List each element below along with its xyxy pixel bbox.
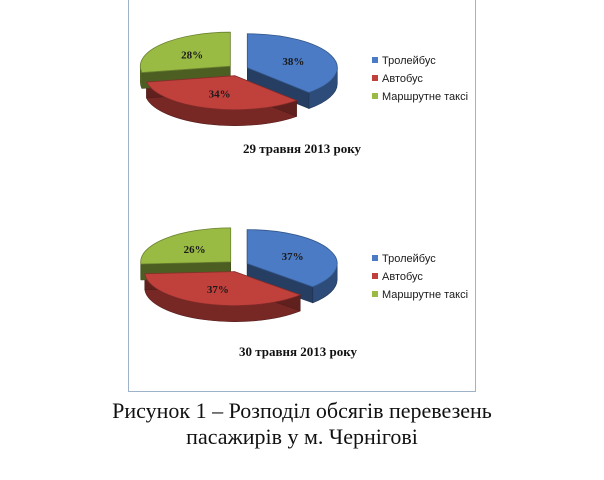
legend-swatch-маршрутне-таксі (372, 93, 378, 99)
legend-label-тролейбус: Тролейбус (382, 55, 436, 67)
charts-canvas: 38% 34% 28% Тролейбус Автобус Маршрутне таксі… (139, 31, 468, 359)
caption-line-1: Рисунок 1 – Розподіл обсягів перевезень (112, 398, 492, 423)
legend-2: Тролейбус Автобус Маршрутне таксі (372, 253, 468, 301)
legend-swatch-автобус (372, 273, 378, 279)
slice-label-тролейбус: 38% (282, 56, 304, 68)
slice-автобус (144, 271, 302, 307)
legend-swatch-тролейбус (372, 57, 378, 63)
slice-label-маршрутне-таксі: 28% (181, 49, 203, 61)
legend-label-тролейбус: Тролейбус (382, 253, 436, 265)
slice-label-маршрутне-таксі: 26% (184, 244, 206, 256)
legend-1: Тролейбус Автобус Маршрутне таксі (372, 55, 468, 103)
slice-label-тролейбус: 37% (282, 251, 304, 263)
slice-label-автобус: 34% (209, 88, 231, 100)
pie-chart-2: 37% 37% 26% Тролейбус Автобус Маршрутне таксі… (140, 227, 468, 359)
slice-тролейбус (246, 33, 338, 94)
chart-title-2: 30 травня 2013 року (239, 344, 358, 359)
legend-label-автобус: Автобус (382, 271, 423, 283)
legend-swatch-автобус (372, 75, 378, 81)
legend-swatch-тролейбус (372, 255, 378, 261)
legend-label-маршрутне-таксі: Маршрутне таксі (382, 91, 468, 103)
legend-swatch-маршрутне-таксі (372, 291, 378, 297)
caption-line-2: пасажирів у м. Чернігові (186, 424, 418, 449)
figure-caption: Рисунок 1 – Розподіл обсягів перевезень … (0, 398, 604, 450)
slice-маршрутне-таксі (140, 227, 232, 265)
chart-title-1: 29 травня 2013 року (243, 141, 362, 156)
slice-тролейбус (246, 229, 338, 288)
legend-label-маршрутне-таксі: Маршрутне таксі (382, 289, 468, 301)
slice-label-автобус: 37% (207, 284, 229, 296)
slice-маршрутне-таксі (139, 31, 231, 73)
slice-автобус (145, 75, 298, 111)
legend-label-автобус: Автобус (382, 73, 423, 85)
pie-chart-1: 38% 34% 28% Тролейбус Автобус Маршрутне таксі… (139, 31, 468, 156)
